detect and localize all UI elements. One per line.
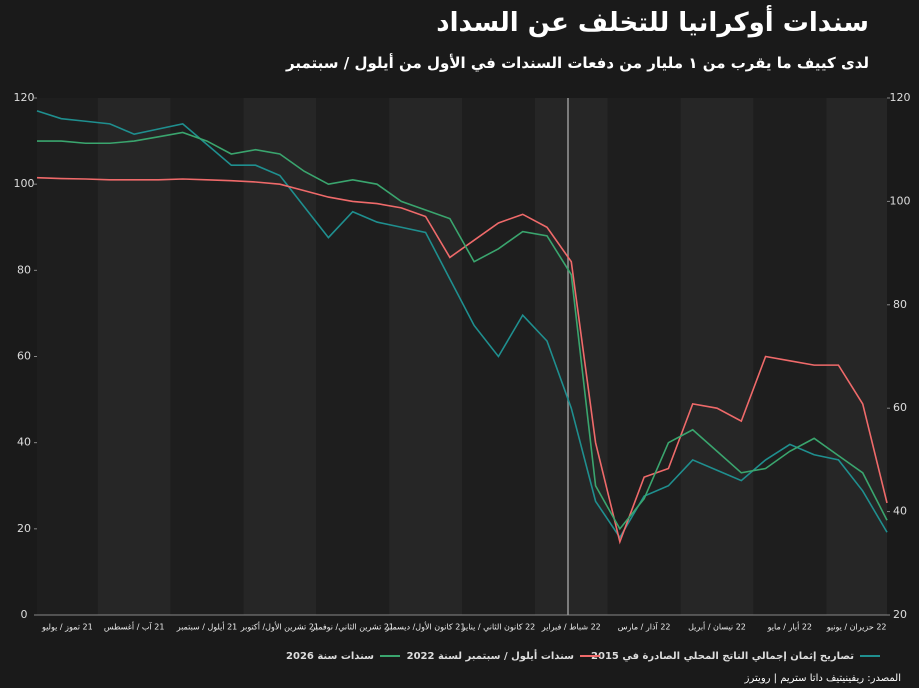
month-band (97, 98, 171, 615)
series-line (37, 131, 888, 531)
series-line (36, 110, 888, 539)
y2-tick-label: 100 (890, 194, 911, 207)
legend-label: تصاريح إثمان إجمالي الناتج المحلي الصادر… (591, 651, 854, 662)
x-tick-label: 21 كانون الأول/ ديسمبر (385, 622, 466, 632)
x-tick-label: 22 كانون الثاني / يناير (461, 623, 536, 632)
y-tick-label: 0 (21, 608, 28, 621)
y2-tick-label: 20 (893, 608, 907, 621)
y2-tick-label: 40 (893, 505, 907, 518)
y2-tick-label: 120 (890, 91, 911, 104)
month-band (389, 98, 462, 615)
x-tick-label: 21 تشرين الثاني/ نوفمبر (310, 623, 394, 632)
legend-item: سندات أيلول / سبتمبر لسنة 2022 (407, 649, 600, 662)
x-tick-label: 22 أيار / مايو (767, 622, 812, 632)
y-tick-label: 120 (14, 91, 35, 104)
x-tick-label: 21 آب / أغسطس (104, 622, 165, 632)
chart-subtitle: لدى كييف ما يقرب من ١ مليار من دفعات الس… (286, 54, 869, 72)
month-band (316, 98, 390, 615)
x-tick-label: 21 أيلول / سبتمبر (176, 622, 238, 632)
month-band (753, 98, 827, 615)
y-tick-label: 60 (17, 350, 31, 363)
y-tick-label: 40 (17, 436, 31, 449)
month-band (826, 98, 887, 615)
series-line (36, 176, 888, 545)
y2-tick-label: 80 (893, 298, 907, 311)
y-tick-label: 100 (14, 177, 35, 190)
y2-tick-label: 60 (893, 401, 907, 414)
source: المصدر: ريفينيتيف داتا ستريم | رويترز (744, 673, 901, 684)
legend-item: تصاريح إثمان إجمالي الناتج المحلي الصادر… (591, 651, 880, 662)
month-band (170, 98, 244, 615)
x-tick-label: 21 تموز / يوليو (41, 623, 93, 632)
x-tick-label: 22 شباط / فبراير (541, 623, 601, 632)
x-tick-label: 21 تشرين الأول/ أكتوبر (240, 622, 319, 632)
legend-label: سندات أيلول / سبتمبر لسنة 2022 (407, 649, 575, 662)
month-band (534, 98, 608, 615)
y-tick-label: 20 (17, 522, 31, 535)
legend-item: سندات سنة 2026 (286, 651, 400, 662)
legend-label: سندات سنة 2026 (286, 651, 374, 662)
month-band (680, 98, 754, 615)
y-tick-label: 80 (17, 263, 31, 276)
x-tick-label: 22 نيسان / أبريل (688, 622, 746, 632)
x-tick-label: 22 حزيران / يونيو (826, 623, 887, 632)
x-tick-label: 22 آذار / مارس (618, 622, 671, 632)
month-band (37, 98, 98, 615)
chart-title: سندات أوكرانيا للتخلف عن السداد (436, 8, 869, 38)
